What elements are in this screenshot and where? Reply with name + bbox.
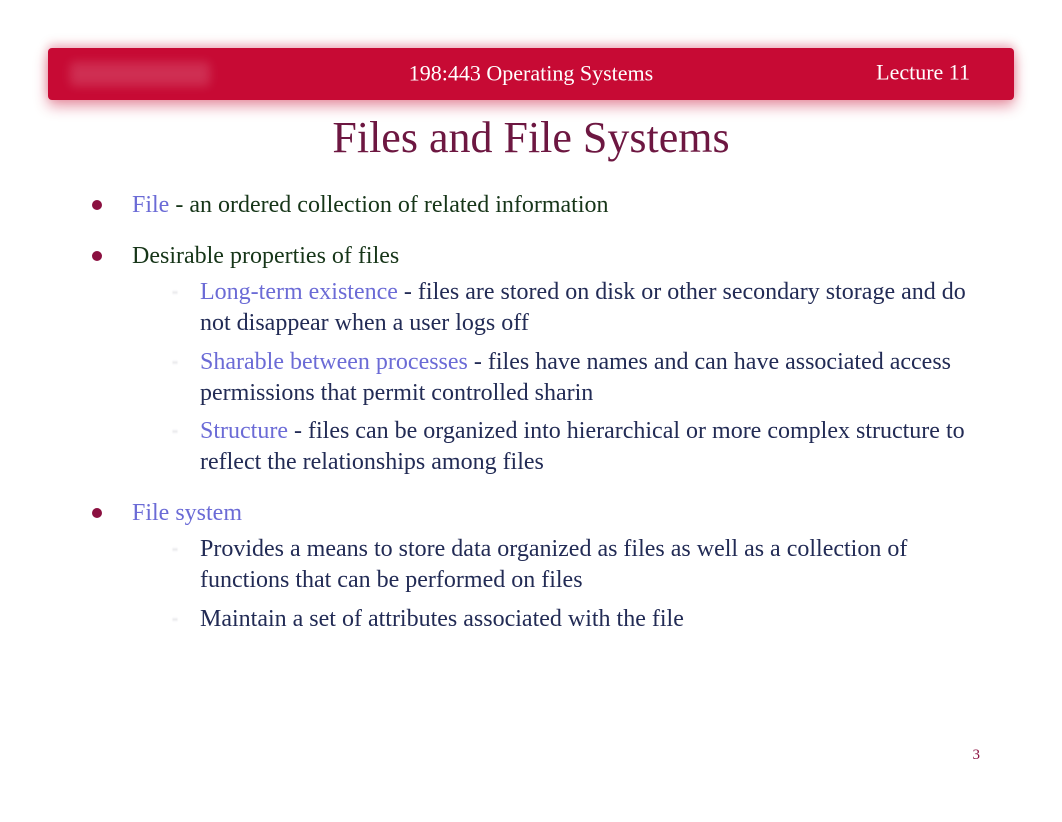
sep-structure: - — [288, 418, 308, 444]
page-number: 3 — [973, 747, 981, 764]
sub-fs-maintain: Maintain a set of attributes associated … — [170, 604, 980, 635]
def-structure: files can be organized into hierarchical… — [200, 418, 965, 475]
def-file: an ordered collection of related informa… — [189, 192, 608, 218]
sep-sharable: - — [468, 349, 488, 375]
bullet-file: File - an ordered collection of related … — [90, 190, 980, 221]
sub-structure: Structure - files can be organized into … — [170, 416, 980, 477]
term-structure: Structure — [200, 418, 288, 444]
bullet-file-system: File system Provides a means to store da… — [90, 498, 980, 635]
slide-body: File - an ordered collection of related … — [90, 190, 980, 655]
sub-long-term: Long-term existence - files are stored o… — [170, 277, 980, 338]
course-title: 198:443 Operating Systems — [48, 60, 1014, 86]
term-sharable: Sharable between processes — [200, 349, 468, 375]
sub-fs-provides: Provides a means to store data organized… — [170, 534, 980, 595]
heading-properties: Desirable properties of files — [132, 243, 399, 269]
header-banner: 198:443 Operating Systems Lecture 11 — [48, 48, 1014, 100]
heading-file-system: File system — [132, 500, 242, 526]
sep-long-term: - — [398, 279, 418, 305]
slide-title: Files and File Systems — [0, 112, 1062, 163]
sep-file: - — [169, 192, 189, 218]
bullet-properties: Desirable properties of files Long-term … — [90, 241, 980, 478]
lecture-number: Lecture 11 — [876, 60, 970, 86]
term-long-term: Long-term existence — [200, 279, 398, 305]
term-file: File — [132, 192, 169, 218]
slide: 198:443 Operating Systems Lecture 11 Fil… — [0, 0, 1062, 822]
sub-sharable: Sharable between processes - files have … — [170, 347, 980, 408]
